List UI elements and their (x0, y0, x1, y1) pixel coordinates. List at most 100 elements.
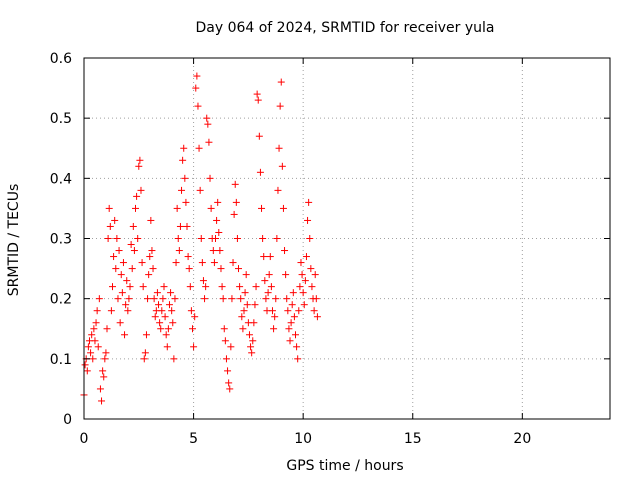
x-tick-label: 20 (513, 431, 531, 447)
data-point (284, 307, 292, 315)
data-point (227, 343, 235, 351)
data-point (176, 222, 184, 230)
data-point (181, 174, 189, 182)
data-point (190, 343, 198, 351)
y-tick-label: 0.2 (50, 292, 72, 308)
data-point (129, 222, 137, 230)
data-point (162, 331, 170, 339)
data-point (241, 289, 249, 297)
data-point (93, 307, 101, 315)
data-point (275, 144, 283, 152)
data-point (261, 277, 269, 285)
data-point (293, 343, 301, 351)
data-point (99, 367, 107, 375)
data-point (192, 84, 200, 92)
data-point (207, 204, 215, 212)
data-point (294, 355, 302, 363)
data-point (91, 337, 99, 345)
data-point (198, 259, 206, 267)
data-point (239, 325, 247, 333)
data-point (139, 283, 147, 291)
data-point (249, 337, 257, 345)
data-point (216, 247, 224, 255)
data-point (264, 289, 272, 297)
data-point (302, 253, 310, 261)
data-point (168, 307, 176, 315)
data-point (217, 265, 225, 273)
data-point (228, 295, 236, 303)
x-axis-label: GPS time / hours (286, 458, 403, 474)
data-point (103, 325, 111, 333)
data-point (205, 138, 213, 146)
data-point (301, 277, 309, 285)
data-point (262, 295, 270, 303)
data-point (122, 301, 130, 309)
data-point (265, 271, 273, 279)
data-point (84, 343, 92, 351)
data-point (172, 259, 180, 267)
data-point (147, 216, 155, 224)
data-point (288, 301, 296, 309)
data-point (287, 319, 295, 327)
data-point (137, 186, 145, 194)
data-point (221, 337, 229, 345)
data-point (136, 156, 144, 164)
data-point (286, 337, 294, 345)
data-point (179, 156, 187, 164)
data-point (295, 307, 303, 315)
data-point (245, 331, 253, 339)
data-point (274, 186, 282, 194)
data-point (151, 313, 159, 321)
data-point (135, 162, 143, 170)
data-point (243, 301, 251, 309)
x-tick-label: 10 (294, 431, 312, 447)
data-point (210, 259, 218, 267)
data-point (95, 295, 103, 303)
data-point (297, 259, 305, 267)
data-point (89, 355, 97, 363)
data-point (213, 216, 221, 224)
data-point (312, 295, 320, 303)
data-point (98, 397, 106, 405)
data-point (153, 289, 161, 297)
data-point (183, 222, 191, 230)
data-point (248, 349, 256, 357)
data-point (116, 319, 124, 327)
data-point (252, 283, 260, 291)
data-point (279, 204, 287, 212)
data-point (171, 295, 179, 303)
data-point (222, 355, 230, 363)
data-point (215, 228, 223, 236)
data-point (141, 349, 149, 357)
data-point (110, 253, 118, 261)
y-tick-label: 0.6 (50, 51, 72, 67)
plot-frame (83, 57, 611, 420)
data-point (232, 198, 240, 206)
data-point (121, 331, 129, 339)
x-tick-label: 0 (80, 431, 89, 447)
grid (84, 58, 610, 419)
data-point (127, 241, 135, 249)
data-point (296, 283, 304, 291)
data-point (299, 289, 307, 297)
y-tick-label: 0.4 (50, 171, 72, 187)
data-point (101, 355, 109, 363)
data-point (250, 319, 258, 327)
data-point (233, 235, 241, 242)
data-point (156, 319, 164, 327)
data-point (196, 186, 204, 194)
data-point (306, 235, 314, 242)
axis-ticks: 0 0.1 0.2 0.3 0.4 0.5 0.6 0 5 10 15 20 (50, 51, 610, 447)
data-point (178, 186, 186, 194)
data-point (230, 210, 238, 218)
data-point (277, 78, 285, 86)
data-point (289, 289, 297, 297)
data-point (126, 283, 134, 291)
data-point (138, 259, 146, 267)
data-point (218, 283, 226, 291)
data-point (125, 295, 133, 303)
data-point (212, 235, 219, 242)
data-point (285, 325, 293, 333)
data-point (282, 271, 290, 279)
